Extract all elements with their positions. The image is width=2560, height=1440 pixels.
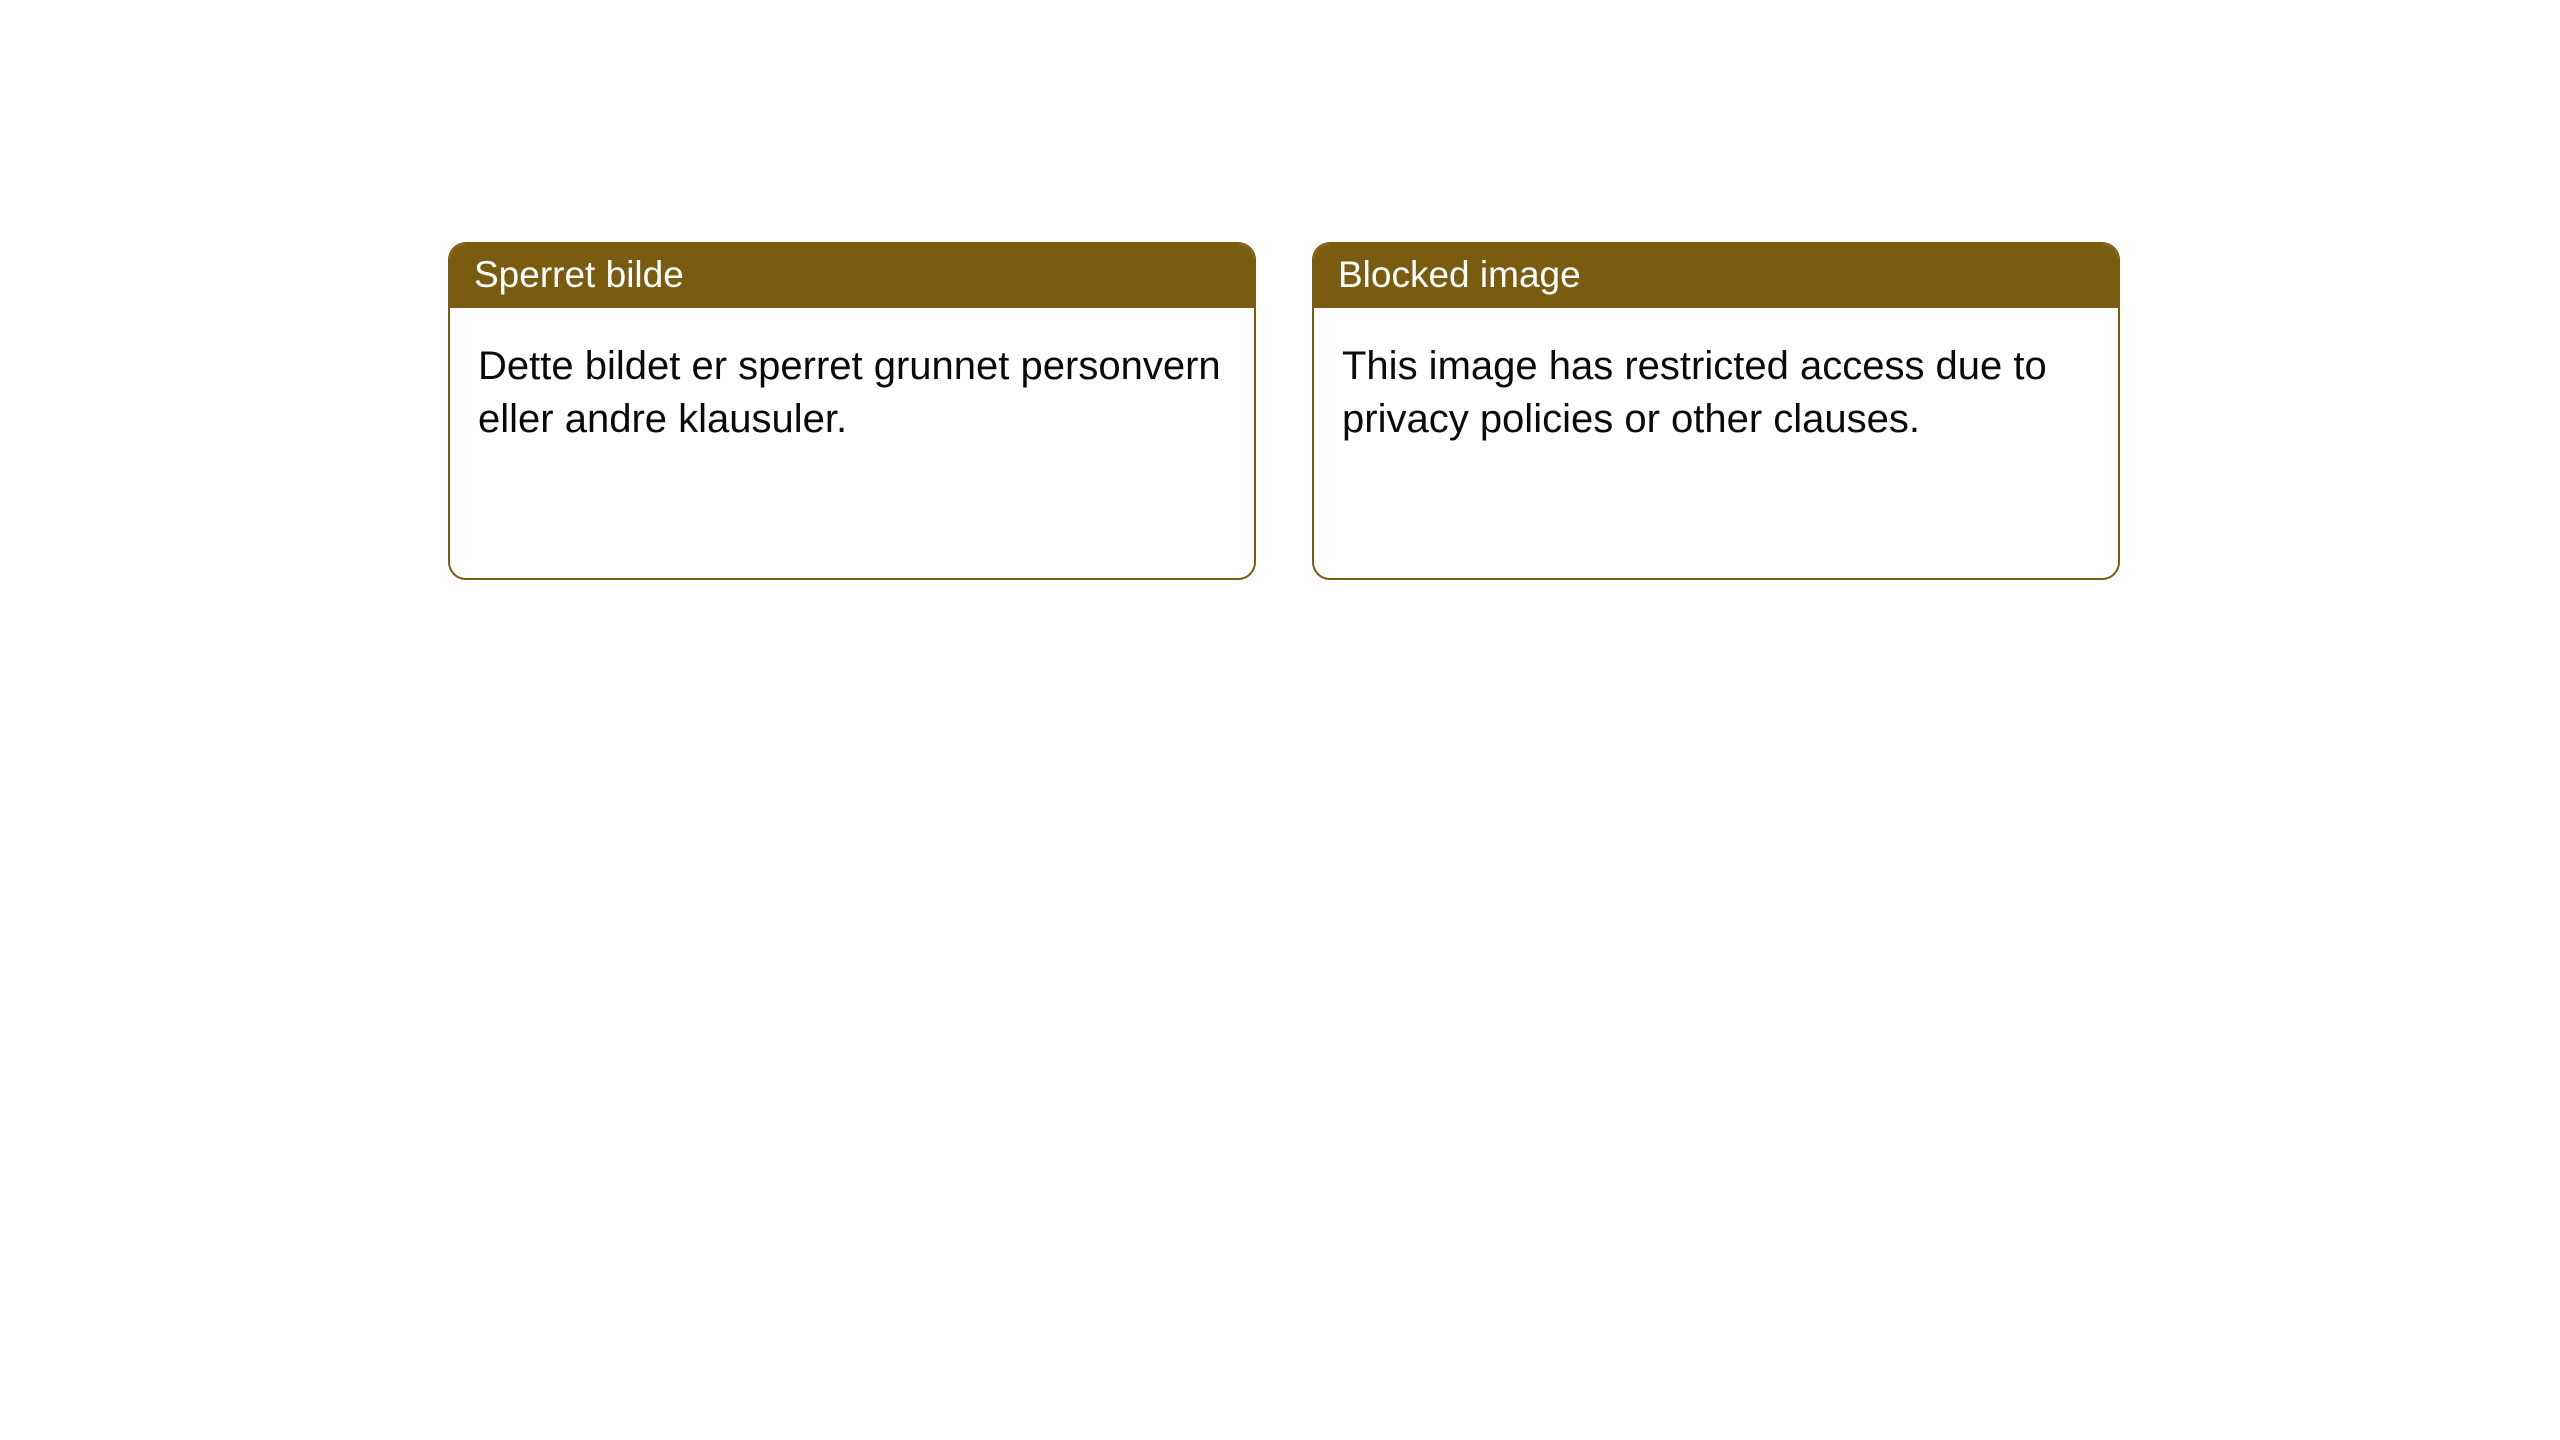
card-header-norwegian: Sperret bilde: [450, 244, 1254, 308]
notice-card-english: Blocked image This image has restricted …: [1312, 242, 2120, 580]
card-body-norwegian: Dette bildet er sperret grunnet personve…: [450, 308, 1254, 478]
card-header-english: Blocked image: [1314, 244, 2118, 308]
card-body-english: This image has restricted access due to …: [1314, 308, 2118, 478]
notice-cards-container: Sperret bilde Dette bildet er sperret gr…: [448, 242, 2120, 580]
notice-card-norwegian: Sperret bilde Dette bildet er sperret gr…: [448, 242, 1256, 580]
